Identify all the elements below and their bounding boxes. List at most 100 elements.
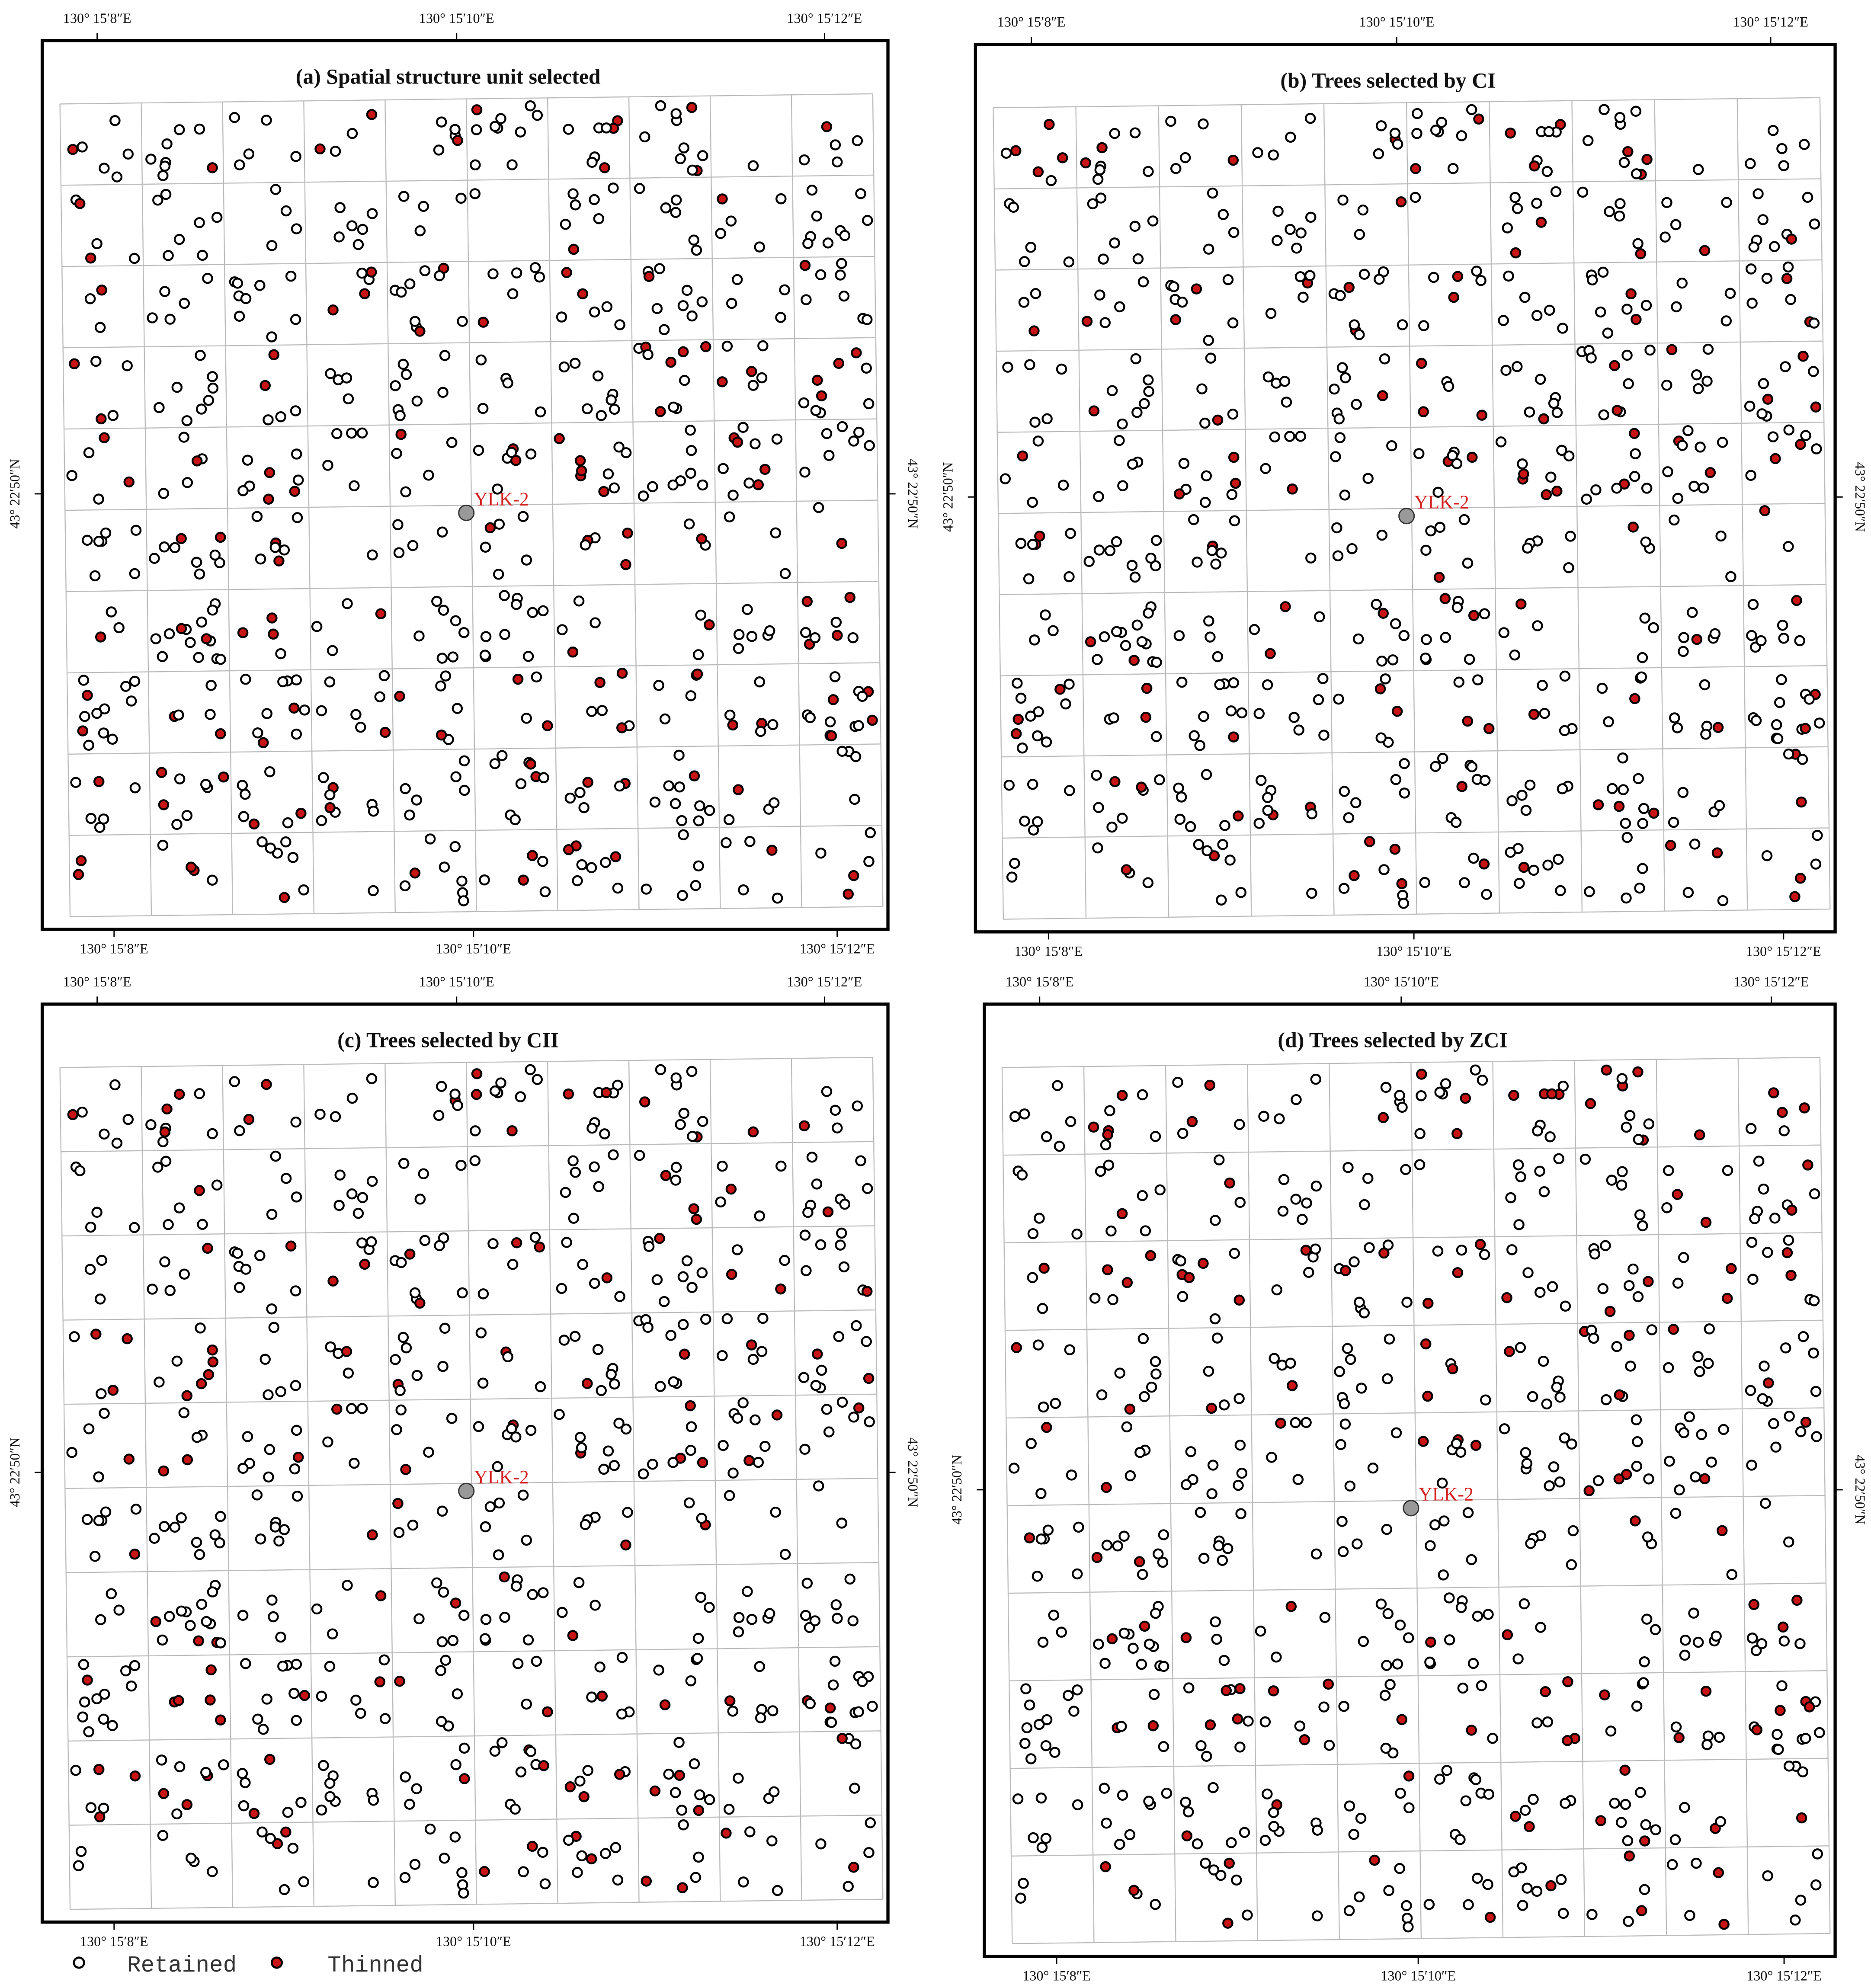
tree-thinned <box>1630 1515 1641 1527</box>
tree-retained <box>1698 482 1709 494</box>
tree-thinned <box>1540 1686 1551 1697</box>
tree-retained <box>439 1853 450 1864</box>
tree-retained <box>200 1767 211 1778</box>
tree-thinned <box>1538 413 1550 425</box>
tree-thinned <box>272 1838 283 1850</box>
tree-retained <box>266 1303 277 1315</box>
tree-thinned <box>1183 1272 1195 1283</box>
tree-retained <box>1154 1184 1166 1196</box>
tree-retained <box>1532 1125 1543 1136</box>
tree-retained <box>471 124 482 135</box>
tree-retained <box>596 1385 607 1396</box>
tree-retained <box>534 271 545 283</box>
tree-retained <box>1050 1398 1061 1409</box>
tree-thinned <box>1085 636 1096 647</box>
tree-retained <box>288 1688 300 1699</box>
tree-thinned <box>1786 1204 1797 1216</box>
tree-retained <box>438 605 449 616</box>
tree-retained <box>1364 1242 1375 1253</box>
tree-retained <box>1176 791 1187 803</box>
tree-retained <box>1094 164 1106 176</box>
tree-retained <box>772 893 783 904</box>
grid-line <box>66 581 879 592</box>
tree-retained <box>717 1350 728 1361</box>
tree-retained <box>79 1696 90 1708</box>
tree-retained <box>1268 1807 1279 1818</box>
longitude-label: 130° 15′8″E <box>80 1934 148 1949</box>
tree-retained <box>1243 1716 1254 1727</box>
tree-retained <box>1291 1094 1302 1105</box>
tree-thinned <box>704 619 715 631</box>
tree-thinned <box>1583 1485 1595 1496</box>
tree-thinned <box>404 1249 416 1260</box>
tree-retained <box>1692 164 1704 175</box>
tree-thinned <box>733 784 744 795</box>
tree-thinned <box>1447 1363 1458 1374</box>
tree-retained <box>84 1264 96 1275</box>
tree-retained <box>1029 634 1040 646</box>
tree-retained <box>234 1282 245 1293</box>
legend-label: Retained <box>127 1953 237 1978</box>
tree-retained <box>1401 1297 1413 1308</box>
tree-thinned <box>692 668 703 680</box>
longitude-label: 130° 15′8″E <box>63 974 131 989</box>
tree-retained <box>725 215 737 227</box>
tree-retained <box>1412 108 1423 119</box>
plot-label: YLK-2 <box>474 1466 529 1488</box>
tree-retained <box>1342 1343 1353 1354</box>
tree-retained <box>1150 731 1162 742</box>
tree-retained <box>1037 1636 1049 1648</box>
tree-retained <box>439 1322 451 1334</box>
tree-retained <box>1093 802 1104 813</box>
tree-retained <box>440 670 452 682</box>
tree-thinned <box>158 1465 170 1477</box>
tree-thinned <box>641 1876 652 1887</box>
tree-retained <box>1198 1553 1210 1564</box>
tree-thinned <box>1673 1732 1685 1743</box>
tree-retained <box>207 1586 218 1597</box>
tree-retained <box>1664 1456 1675 1467</box>
tree-retained <box>378 670 390 682</box>
tree-thinned <box>1232 1713 1243 1725</box>
tree-retained <box>1140 1225 1151 1236</box>
tree-retained <box>865 827 876 839</box>
tree-retained <box>1677 440 1688 451</box>
tree-thinned <box>1403 1770 1415 1782</box>
tree-retained <box>1211 1332 1223 1344</box>
tree-thinned <box>594 677 606 688</box>
tree-retained <box>260 1354 271 1365</box>
tree-retained <box>1259 1834 1271 1846</box>
tree-thinned <box>73 869 84 880</box>
tree-retained <box>1794 635 1805 647</box>
tree-thinned <box>1611 405 1623 416</box>
tree-thinned <box>861 1286 873 1297</box>
tree-retained <box>240 1658 251 1669</box>
tree-retained <box>1450 816 1462 828</box>
tree-retained <box>754 241 765 253</box>
tree-retained <box>1117 480 1128 491</box>
tree-retained <box>537 856 548 867</box>
tree-thinned <box>1221 1685 1232 1697</box>
tree-retained <box>273 1535 285 1547</box>
tree-retained <box>1534 1287 1546 1298</box>
tree-retained <box>1622 1835 1634 1847</box>
tree-thinned <box>599 162 610 173</box>
tree-thinned <box>186 861 197 873</box>
tree-retained <box>497 750 508 761</box>
tree-thinned <box>1562 1735 1573 1746</box>
tree-thinned <box>450 1597 461 1609</box>
tree-retained <box>1137 1190 1148 1201</box>
tree-retained <box>697 1116 708 1127</box>
tree-retained <box>692 649 704 660</box>
tree-retained <box>1403 1632 1414 1643</box>
tree-retained <box>450 615 461 627</box>
tree-retained <box>1041 1714 1053 1725</box>
tree-retained <box>1477 1075 1488 1086</box>
tree-retained <box>290 1380 301 1391</box>
tree-retained <box>1559 670 1571 682</box>
tree-thinned <box>1505 127 1516 139</box>
tree-retained <box>1620 1799 1631 1810</box>
tree-thinned <box>1624 1850 1635 1862</box>
tree-retained <box>1319 1612 1331 1623</box>
